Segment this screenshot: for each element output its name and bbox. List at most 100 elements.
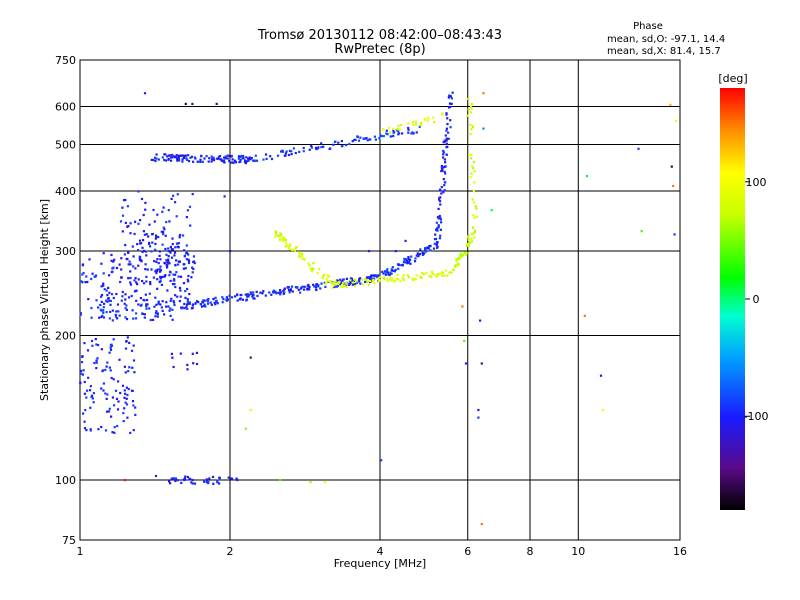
data-point <box>84 281 87 284</box>
data-point <box>186 307 189 310</box>
data-point <box>172 300 175 303</box>
data-point <box>293 249 297 253</box>
data-point <box>392 129 395 132</box>
data-point <box>411 131 414 134</box>
data-point <box>455 258 458 261</box>
data-point <box>154 315 157 318</box>
data-point <box>369 275 372 279</box>
data-point <box>107 410 111 413</box>
data-point <box>349 281 352 284</box>
data-point <box>175 271 178 274</box>
data-point <box>262 290 265 293</box>
data-point <box>247 158 250 161</box>
data-point <box>118 263 121 266</box>
data-point <box>217 155 220 158</box>
data-point <box>405 258 408 261</box>
data-point <box>282 237 286 240</box>
data-point <box>116 317 119 320</box>
data-point <box>441 112 444 115</box>
data-point <box>439 203 442 206</box>
data-point <box>200 155 203 158</box>
data-point <box>358 280 361 283</box>
data-point <box>467 238 470 241</box>
data-point <box>96 357 99 360</box>
data-point <box>123 396 126 399</box>
data-point <box>205 478 208 481</box>
data-point <box>281 238 284 241</box>
data-point <box>423 117 426 121</box>
data-point <box>359 282 362 285</box>
data-point <box>109 348 113 351</box>
data-point <box>185 303 189 306</box>
data-point <box>192 255 196 258</box>
data-point <box>81 273 84 276</box>
data-point <box>482 92 485 95</box>
data-point <box>303 285 306 288</box>
data-point <box>216 479 219 482</box>
data-point <box>314 146 318 149</box>
data-point <box>226 157 229 160</box>
data-point <box>100 295 103 298</box>
data-point <box>298 256 301 259</box>
data-point <box>195 362 199 366</box>
data-point <box>136 283 139 286</box>
data-point <box>316 147 319 150</box>
data-point <box>365 278 368 281</box>
data-point <box>445 142 448 145</box>
data-point <box>282 239 285 242</box>
data-point <box>121 206 124 209</box>
data-point <box>220 158 223 161</box>
grid <box>80 60 680 540</box>
data-point <box>408 260 411 263</box>
data-point <box>399 280 402 283</box>
data-point <box>445 129 448 132</box>
data-point <box>188 205 192 208</box>
data-point <box>441 271 444 274</box>
data-point <box>391 266 394 269</box>
data-point <box>149 283 152 286</box>
data-point <box>281 150 284 153</box>
data-point <box>124 392 127 395</box>
data-point <box>419 248 422 251</box>
data-point <box>105 365 108 368</box>
data-point <box>468 242 471 245</box>
x-tick-label: 6 <box>464 545 471 558</box>
data-point <box>373 135 376 138</box>
data-point <box>144 263 147 266</box>
data-point <box>152 318 155 321</box>
data-point <box>224 155 227 158</box>
data-point <box>129 270 132 273</box>
data-point <box>336 279 339 283</box>
data-point <box>155 234 158 237</box>
data-point <box>402 278 406 281</box>
data-point <box>130 294 133 298</box>
data-point <box>135 299 138 302</box>
data-point <box>469 241 472 244</box>
data-point <box>100 300 103 303</box>
data-point <box>366 276 369 280</box>
data-point <box>114 389 118 392</box>
data-point <box>320 146 323 149</box>
data-point <box>455 259 458 263</box>
data-point <box>396 263 400 266</box>
data-point <box>174 263 177 267</box>
data-point <box>117 310 120 313</box>
data-point <box>234 159 237 162</box>
data-point <box>93 275 96 278</box>
data-point <box>191 271 194 274</box>
data-point <box>292 147 295 150</box>
data-point <box>79 382 82 385</box>
data-point <box>80 280 83 283</box>
data-point <box>469 105 473 108</box>
data-point <box>123 479 126 482</box>
data-point <box>98 316 101 319</box>
data-point <box>90 277 93 281</box>
data-point <box>353 285 357 288</box>
data-point <box>373 274 376 277</box>
data-point <box>185 305 188 308</box>
data-point <box>262 158 265 161</box>
data-point <box>89 389 92 392</box>
data-point <box>121 295 124 298</box>
data-point <box>310 144 313 147</box>
data-point <box>367 283 370 286</box>
